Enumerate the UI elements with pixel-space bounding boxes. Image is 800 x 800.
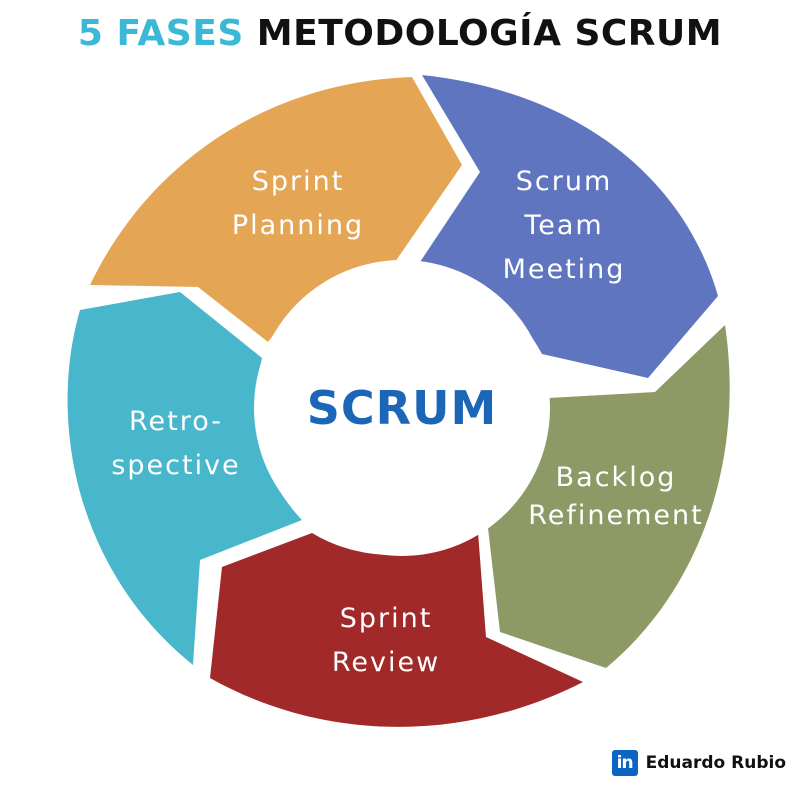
phase-label-line: Scrum <box>516 166 613 197</box>
phase-label-retrospective: Retro- spective <box>111 406 240 481</box>
phase-segment-sprint-review <box>210 532 583 727</box>
center-label: SCRUM <box>307 381 497 435</box>
phase-segment-sprint-planning <box>90 77 462 342</box>
phase-label-scrum-team-meeting: Scrum Team Meeting <box>503 166 626 285</box>
phase-label-sprint-review: Sprint Review <box>332 603 440 678</box>
phase-segment-retrospective <box>67 292 302 665</box>
phase-label-line: Sprint <box>252 166 345 197</box>
phase-label-line: Sprint <box>340 603 433 634</box>
phase-label-line: spective <box>111 450 240 481</box>
title-accent: 5 FASES <box>77 13 244 54</box>
linkedin-icon: in <box>611 750 638 776</box>
phase-segment-scrum-team-meeting <box>420 75 718 378</box>
title-main: METODOLOGÍA SCRUM <box>256 13 723 54</box>
phase-label-line: Planning <box>232 210 364 241</box>
phase-label-sprint-planning: Sprint Planning <box>232 166 364 241</box>
diagram-title: 5 FASES METODOLOGÍA SCRUM <box>0 8 800 60</box>
phase-label-line: Backlog <box>556 462 677 493</box>
center-hub <box>254 260 550 556</box>
author-name: Eduardo Rubio <box>645 753 786 773</box>
phase-label-line: Team <box>523 210 603 241</box>
phase-label-backlog-refinement: Backlog Refinement <box>528 462 704 531</box>
phase-label-line: Retro- <box>129 406 223 437</box>
phase-label-line: Meeting <box>503 254 626 285</box>
author-credit: in Eduardo Rubio <box>611 750 786 776</box>
phase-label-line: Review <box>332 647 440 678</box>
phase-label-line: Refinement <box>528 500 704 531</box>
